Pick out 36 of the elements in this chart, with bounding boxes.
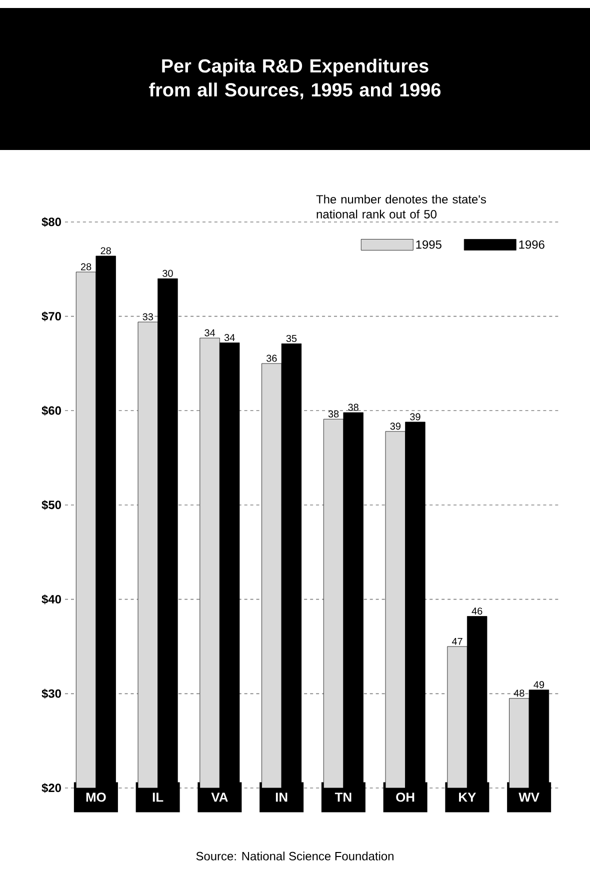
annotation: 33 <box>142 313 154 320</box>
y-tick-label: $40 <box>42 594 61 604</box>
x-tick-label: WV <box>518 792 540 802</box>
x-tick-label: MO <box>86 792 106 802</box>
legend-label: 1995 <box>416 240 442 249</box>
x-tick-label: TN <box>334 792 352 802</box>
annotation: 47 <box>452 638 462 645</box>
y-tick-label: $70 <box>42 311 61 322</box>
annotation: 28 <box>81 263 92 270</box>
y-tick-label: $20 <box>42 783 61 793</box>
chart-title: Per Capita R&D Expenditures from all Sources, 1995 and 1996 <box>149 58 441 100</box>
y-tick-label: $60 <box>42 406 61 416</box>
x-tick-label: IN <box>276 792 288 802</box>
x-tick-label: KY <box>459 792 476 802</box>
legend-label: 1996 <box>519 240 544 249</box>
annotation: 34 <box>204 329 216 336</box>
y-tick-label: $50 <box>42 500 61 510</box>
x-tick-label: OH <box>396 792 414 802</box>
annotation: 46 <box>472 608 482 615</box>
y-tick-label: $80 <box>42 217 61 227</box>
annotation: 36 <box>266 354 277 362</box>
source-note: Source: National Science Foundation <box>196 852 394 860</box>
y-tick-label: $30 <box>42 688 61 699</box>
annotation: 48 <box>514 690 524 697</box>
legend-title: The number denotes the state's national rank out of 50 <box>316 194 486 218</box>
annotation: 28 <box>100 247 111 254</box>
annotation: 39 <box>390 422 400 430</box>
annotation: 34 <box>224 334 235 342</box>
annotation: 49 <box>534 681 544 688</box>
annotation: 38 <box>328 410 339 418</box>
annotation: 38 <box>348 404 358 411</box>
annotation: 30 <box>162 270 173 277</box>
annotation: 35 <box>286 334 297 342</box>
x-tick-label: VA <box>211 792 228 802</box>
x-tick-label: IL <box>152 792 164 802</box>
annotation: 39 <box>410 413 420 420</box>
